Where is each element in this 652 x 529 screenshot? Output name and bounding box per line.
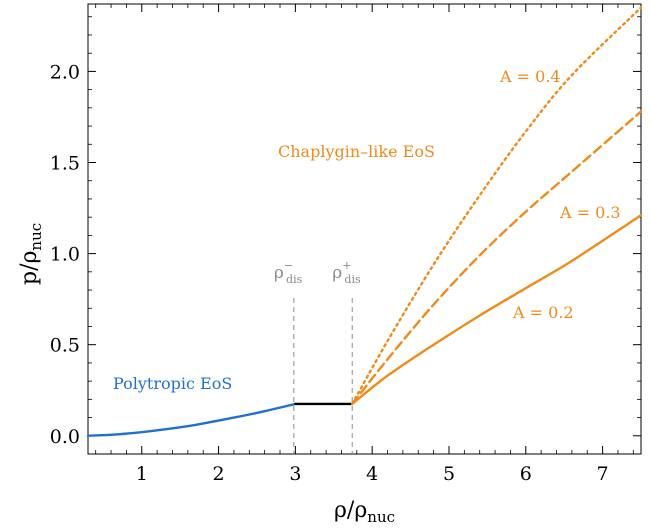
rho-dis-plus-label: ρ+ dis bbox=[332, 259, 361, 286]
annotation-polytropic: Polytropic EoS bbox=[113, 374, 232, 393]
y-axis-title-main: p/ρ bbox=[17, 251, 42, 285]
annotation-a02: A = 0.2 bbox=[512, 303, 574, 322]
y-tick-label: 1.0 bbox=[50, 244, 80, 266]
chaplygin-a04-curve bbox=[351, 6, 643, 406]
rho-dis-minus-label: ρ− dis bbox=[274, 259, 303, 286]
x-axis-title: ρ/ρnuc bbox=[334, 498, 395, 526]
x-tick-label: 5 bbox=[443, 463, 455, 485]
axis-ticks bbox=[88, 4, 641, 455]
annotation-a03: A = 0.3 bbox=[559, 203, 621, 222]
y-tick-label: 2.0 bbox=[50, 61, 80, 83]
rho-sup: − bbox=[284, 259, 293, 272]
x-tick-label: 6 bbox=[520, 463, 532, 485]
y-tick-label: 0.5 bbox=[50, 335, 80, 357]
x-tick-labels: 1 2 3 4 5 6 7 bbox=[136, 463, 609, 485]
plot-frame bbox=[87, 3, 642, 455]
x-tick-label: 2 bbox=[213, 463, 225, 485]
rho-sub: dis bbox=[286, 273, 303, 286]
chaplygin-a03-curve bbox=[351, 110, 643, 406]
x-tick-label: 7 bbox=[597, 463, 609, 485]
annotation-chaplygin: Chaplygin–like EoS bbox=[278, 142, 435, 161]
x-tick-label: 3 bbox=[289, 463, 301, 485]
y-axis-title-sub: nuc bbox=[27, 223, 45, 251]
y-tick-label: 1.5 bbox=[50, 153, 80, 175]
x-axis-title-main: ρ/ρ bbox=[334, 498, 367, 523]
polytropic-curve bbox=[86, 402, 297, 437]
y-tick-label: 0.0 bbox=[50, 426, 80, 448]
x-tick-label: 1 bbox=[136, 463, 148, 485]
annotation-a04: A = 0.4 bbox=[499, 67, 561, 86]
x-tick-label: 4 bbox=[366, 463, 378, 485]
rho-symbol: ρ bbox=[274, 263, 284, 283]
disconnection-markers: ρ− dis ρ+ dis bbox=[274, 259, 361, 454]
y-tick-labels: 0.0 0.5 1.0 1.5 2.0 bbox=[50, 61, 80, 447]
curves bbox=[86, 6, 643, 437]
chaplygin-a02-curve bbox=[351, 214, 643, 406]
rho-symbol: ρ bbox=[332, 263, 342, 283]
x-axis-title-sub: nuc bbox=[367, 508, 395, 526]
y-axis-title: p/ρnuc bbox=[17, 223, 45, 285]
rho-sub: dis bbox=[344, 273, 361, 286]
rho-sup: + bbox=[342, 259, 351, 272]
